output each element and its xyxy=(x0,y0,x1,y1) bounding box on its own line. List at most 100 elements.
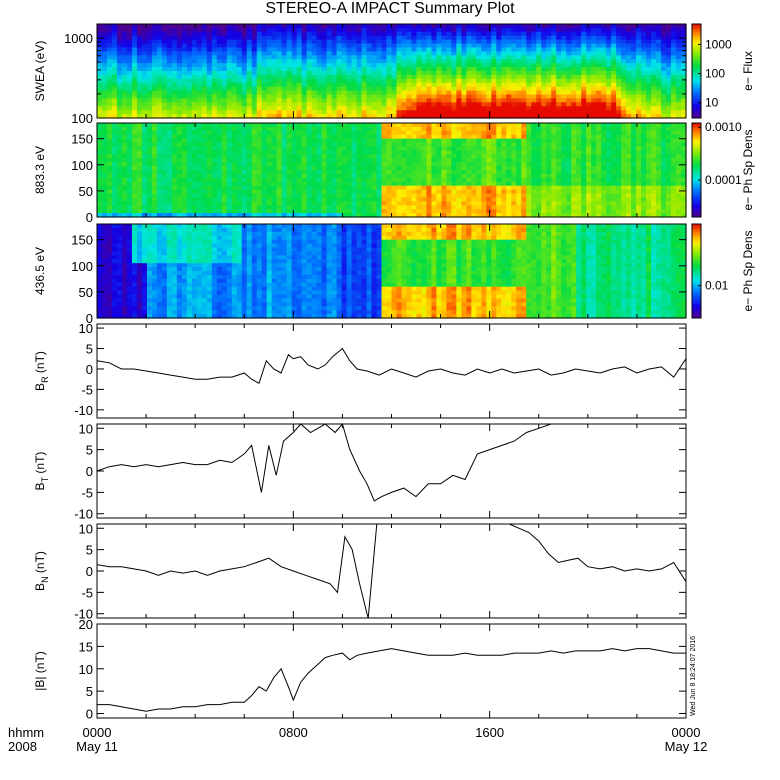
heatmap-cell xyxy=(461,63,467,68)
heatmap-cell xyxy=(606,78,612,84)
heatmap-cell xyxy=(336,98,343,103)
heatmap-cell xyxy=(411,154,418,159)
heatmap-cell xyxy=(386,114,393,119)
heatmap-cell xyxy=(201,142,208,148)
heatmap-cell xyxy=(361,197,368,202)
heatmap-cell xyxy=(621,63,627,68)
heatmap-cell xyxy=(681,98,687,103)
heatmap-cell xyxy=(416,71,423,76)
heatmap-cell xyxy=(101,170,108,175)
heatmap-cell xyxy=(391,138,398,144)
heatmap-cell xyxy=(436,78,443,84)
heatmap-cell xyxy=(356,138,363,144)
heatmap-cell xyxy=(146,90,153,96)
heatmap-cell xyxy=(591,90,597,96)
heatmap-cell xyxy=(386,74,393,80)
heatmap-cell xyxy=(221,102,228,107)
heatmap-cell xyxy=(506,205,512,210)
heatmap-cell xyxy=(451,138,457,144)
heatmap-cell xyxy=(186,213,193,218)
heatmap-cell xyxy=(151,67,158,72)
heatmap-cell xyxy=(351,181,358,187)
heatmap-cell xyxy=(191,71,198,76)
heatmap-cell xyxy=(116,78,123,84)
heatmap-cell xyxy=(611,31,617,37)
heatmap-cell xyxy=(456,98,462,103)
heatmap-cell xyxy=(521,74,527,80)
heatmap-cell xyxy=(461,173,467,179)
heatmap-cell xyxy=(266,98,273,103)
heatmap-cell xyxy=(486,197,492,202)
heatmap-cell xyxy=(286,39,293,45)
heatmap-cell xyxy=(341,123,348,128)
heatmap-cell xyxy=(136,24,143,29)
heatmap-cell xyxy=(491,209,497,214)
heatmap-cell xyxy=(111,47,118,53)
heatmap-cell xyxy=(556,86,562,92)
heatmap-cell xyxy=(636,110,642,115)
heatmap-cell xyxy=(551,47,557,53)
heatmap-cell xyxy=(101,74,108,80)
heatmap-cell xyxy=(616,110,622,115)
heatmap-cell xyxy=(646,39,652,45)
heatmap-cell xyxy=(196,197,203,202)
heatmap-cell xyxy=(366,154,373,159)
heatmap-cell xyxy=(166,55,173,60)
heatmap-cell xyxy=(521,126,527,132)
heatmap-cell xyxy=(316,201,323,206)
heatmap-cell xyxy=(671,47,677,53)
heatmap-cell xyxy=(546,114,552,119)
heatmap-cell xyxy=(601,102,607,107)
heatmap-cell xyxy=(641,74,647,80)
heatmap-cell xyxy=(216,134,223,140)
heatmap-cell xyxy=(506,114,512,119)
heatmap-cell xyxy=(356,55,363,60)
heatmap-cell xyxy=(546,51,552,56)
heatmap-cell xyxy=(331,134,338,140)
heatmap-cell xyxy=(256,55,263,60)
heatmap-cell xyxy=(306,94,313,100)
heatmap-cell xyxy=(421,39,428,45)
heatmap-cell xyxy=(366,24,373,29)
heatmap-cell xyxy=(311,24,318,29)
heatmap-cell xyxy=(356,59,363,64)
heatmap-cell xyxy=(201,43,208,49)
heatmap-cell xyxy=(346,201,353,206)
heatmap-cell xyxy=(171,82,178,88)
heatmap-cell xyxy=(186,39,193,45)
heatmap-cell xyxy=(431,35,438,41)
heatmap-cell xyxy=(181,59,188,64)
heatmap-cell xyxy=(581,94,587,100)
heatmap-cell xyxy=(496,74,502,80)
heatmap-cell xyxy=(616,94,622,100)
heatmap-cell xyxy=(141,181,148,187)
heatmap-cell xyxy=(436,24,443,29)
heatmap-cell xyxy=(211,39,218,45)
heatmap-cell xyxy=(261,134,268,140)
heatmap-cell xyxy=(491,142,497,148)
heatmap-cell xyxy=(446,170,452,175)
heatmap-cell xyxy=(141,98,148,103)
heatmap-cell xyxy=(441,47,448,53)
heatmap-cell xyxy=(246,138,253,144)
heatmap-cell xyxy=(316,27,323,33)
heatmap-cell xyxy=(446,114,452,119)
heatmap-cell xyxy=(296,201,303,206)
heatmap-cell xyxy=(381,51,388,56)
heatmap-cell xyxy=(606,27,612,33)
heatmap-cell xyxy=(206,189,213,195)
heatmap-cell xyxy=(246,106,253,111)
heatmap-cell xyxy=(561,63,567,68)
heatmap-cell xyxy=(496,47,502,53)
heatmap-cell xyxy=(546,110,552,115)
heatmap-cell xyxy=(356,130,363,136)
heatmap-cell xyxy=(281,154,288,159)
heatmap-cell xyxy=(276,43,283,49)
heatmap-cell xyxy=(97,106,103,111)
heatmap-cell xyxy=(126,98,133,103)
heatmap-cell xyxy=(186,162,193,167)
heatmap-cell xyxy=(276,134,283,140)
heatmap-cell xyxy=(241,162,248,167)
heatmap-cell xyxy=(131,134,138,140)
heatmap-cell xyxy=(596,98,602,103)
